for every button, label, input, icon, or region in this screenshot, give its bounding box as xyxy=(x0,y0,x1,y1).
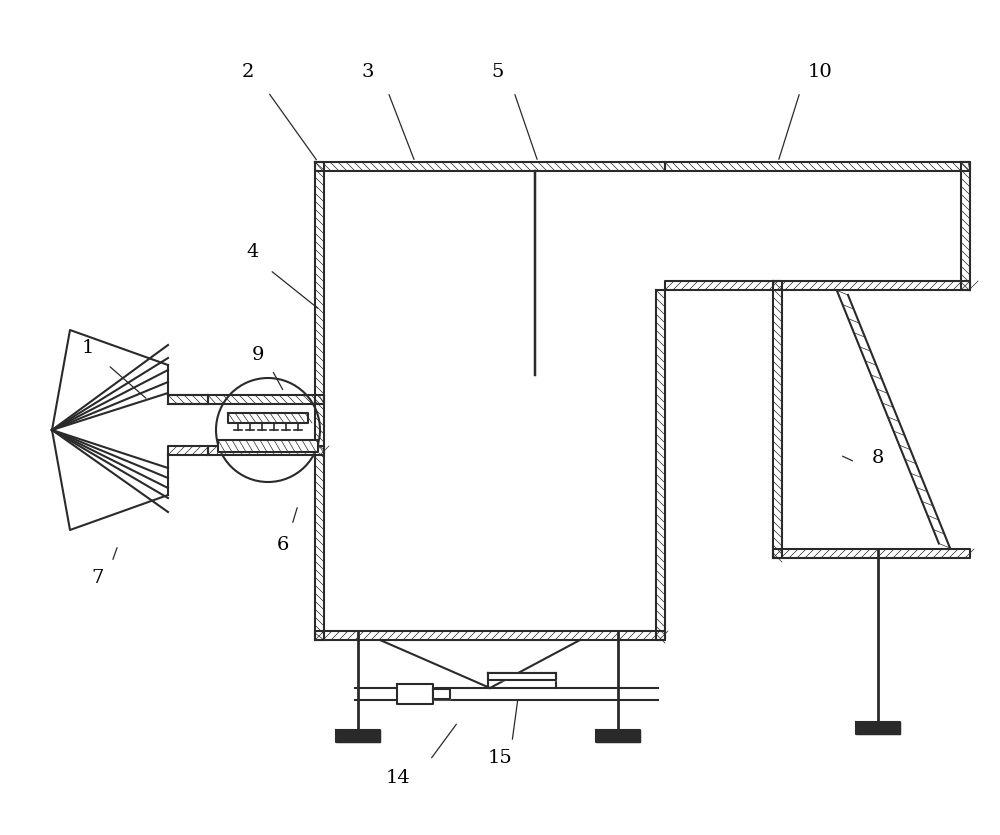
Polygon shape xyxy=(218,440,318,452)
Text: 14: 14 xyxy=(386,769,410,787)
Polygon shape xyxy=(397,684,433,704)
Text: 4: 4 xyxy=(247,243,259,261)
Polygon shape xyxy=(773,549,970,558)
Text: 6: 6 xyxy=(277,536,289,554)
Polygon shape xyxy=(315,631,665,640)
Text: 8: 8 xyxy=(872,449,884,467)
Polygon shape xyxy=(488,673,556,680)
Polygon shape xyxy=(168,395,208,404)
Text: 5: 5 xyxy=(492,63,504,81)
Text: 15: 15 xyxy=(488,749,512,767)
Polygon shape xyxy=(315,162,324,640)
Polygon shape xyxy=(336,730,380,742)
Text: 9: 9 xyxy=(252,346,264,364)
Polygon shape xyxy=(773,281,782,558)
Polygon shape xyxy=(596,730,640,742)
Text: 1: 1 xyxy=(82,339,94,357)
Polygon shape xyxy=(208,446,324,455)
Polygon shape xyxy=(433,689,450,699)
Polygon shape xyxy=(208,395,324,404)
Text: 7: 7 xyxy=(92,569,104,587)
Polygon shape xyxy=(665,281,970,290)
Polygon shape xyxy=(228,413,308,423)
Polygon shape xyxy=(315,162,665,171)
Polygon shape xyxy=(168,446,208,455)
Text: 3: 3 xyxy=(362,63,374,81)
Polygon shape xyxy=(656,290,665,640)
Text: 2: 2 xyxy=(242,63,254,81)
Text: 10: 10 xyxy=(808,63,832,81)
Polygon shape xyxy=(856,722,900,734)
Polygon shape xyxy=(665,162,970,171)
Polygon shape xyxy=(961,162,970,290)
